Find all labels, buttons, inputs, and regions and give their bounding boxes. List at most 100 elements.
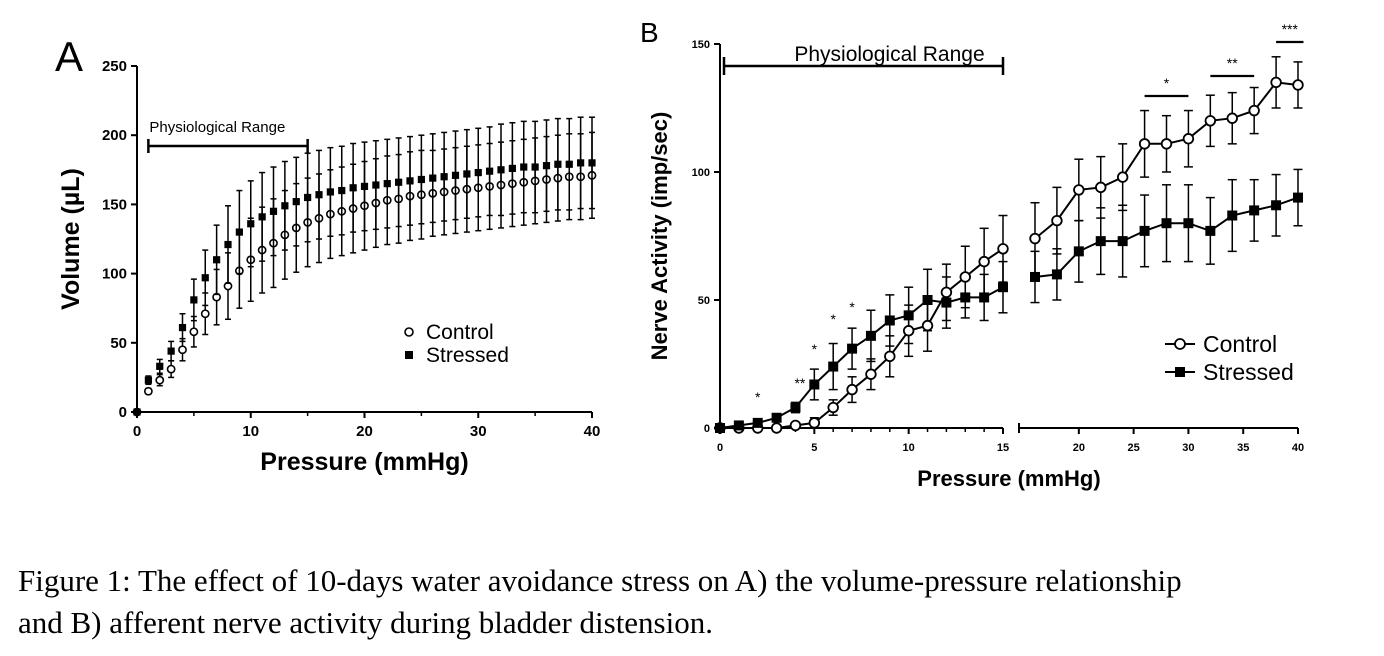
data-point-stressed-b: [733, 420, 744, 431]
data-point-stressed-a: [451, 171, 460, 179]
data-point-stressed-b: [1117, 236, 1128, 247]
significance-marker-b: **: [1227, 55, 1238, 71]
significance-marker-b: ***: [1282, 21, 1299, 37]
y-tick-label-a: 50: [110, 335, 127, 352]
data-point-control-b: [1204, 115, 1217, 127]
data-point-control-a: [143, 386, 153, 396]
data-point-stressed-b: [1073, 246, 1084, 257]
legend-label-b: Control: [1203, 331, 1277, 357]
y-tick-label-b: 150: [692, 39, 710, 51]
data-point-stressed-b: [998, 282, 1008, 293]
data-point-control-b: [1182, 133, 1195, 145]
data-point-stressed-a: [486, 167, 494, 175]
data-point-stressed-b: [903, 310, 914, 321]
y-tick-label-a: 100: [102, 266, 127, 283]
x-axis-label-b: Pressure (mmHg): [917, 466, 1100, 491]
data-point-stressed-b: [715, 423, 725, 433]
data-point-control-a: [155, 375, 165, 385]
x-axis-label-a: Pressure (mmHg): [260, 448, 468, 476]
panel-label-b: B: [640, 17, 659, 48]
data-point-control-b: [1270, 76, 1282, 89]
data-point-control-b: [1029, 232, 1041, 245]
data-point-stressed-b: [1051, 269, 1062, 280]
x-tick-label-b: 30: [1182, 442, 1194, 454]
data-point-stressed-a: [201, 274, 209, 282]
data-point-stressed-a: [190, 296, 198, 304]
x-tick-label-b: 0: [717, 442, 723, 454]
data-point-stressed-a: [372, 181, 380, 189]
legend-label-b: Stressed: [1203, 359, 1294, 385]
y-tick-label-a: 0: [119, 404, 127, 421]
data-point-control-b: [827, 401, 839, 414]
caption-line-1: Figure 1: The effect of 10-days water av…: [18, 563, 1182, 598]
data-point-stressed-a: [497, 166, 505, 174]
data-point-stressed-a: [258, 213, 266, 221]
y-axis-label-a: Volume (µL): [57, 168, 85, 310]
data-point-stressed-b: [865, 330, 876, 341]
data-point-stressed-a: [429, 174, 437, 182]
data-point-stressed-b: [922, 295, 933, 305]
data-point-control-b: [865, 368, 877, 380]
data-point-control-b: [1226, 112, 1238, 124]
data-point-control-b: [1073, 184, 1085, 196]
data-point-stressed-b: [1293, 192, 1303, 203]
data-point-stressed-a: [338, 186, 346, 195]
data-point-stressed-a: [417, 175, 425, 184]
physiological-range-label-a: Physiological Range: [149, 119, 285, 136]
data-point-control-a: [189, 327, 199, 337]
data-point-control-b: [789, 419, 802, 432]
data-point-control-b: [921, 319, 934, 332]
chart-a: 0 50 100 150 200 250 0 10 20 30 40 Pressure (mmHg) V…: [57, 58, 600, 476]
data-point-control-b: [1116, 171, 1129, 183]
data-point-control-b: [1051, 214, 1063, 227]
data-point-control-b: [884, 350, 896, 363]
caption-line-2: and B) afferent nerve activity during bl…: [18, 605, 713, 640]
data-point-stressed-a: [406, 177, 414, 185]
data-point-stressed-a: [463, 170, 471, 178]
data-point-stressed-a: [213, 256, 221, 264]
x-tick-label-b: 40: [1292, 442, 1304, 454]
data-point-stressed-b: [752, 417, 763, 428]
data-point-stressed-a: [360, 182, 369, 191]
x-tick-label-a: 20: [356, 423, 373, 440]
legend-marker-control-b: [1174, 338, 1186, 350]
data-point-stressed-b: [884, 315, 895, 326]
data-point-stressed-a: [167, 347, 175, 355]
x-tick-label-b: 35: [1237, 442, 1249, 454]
significance-marker-b: *: [755, 389, 761, 405]
panel-label-a: A: [55, 33, 83, 80]
data-point-stressed-a: [144, 376, 152, 384]
legend-label-a: Control: [426, 321, 494, 344]
data-point-control-b: [959, 271, 971, 283]
data-point-stressed-a: [178, 323, 187, 332]
data-point-control-b: [1248, 104, 1260, 117]
data-point-stressed-b: [941, 297, 952, 308]
series-line-b-control: [720, 247, 1004, 429]
data-point-stressed-b: [1227, 210, 1238, 221]
data-point-stressed-b: [828, 361, 839, 372]
y-tick-label-a: 150: [102, 196, 127, 213]
legend-label-a: Stressed: [426, 344, 509, 367]
data-point-stressed-a: [247, 220, 255, 228]
data-point-stressed-a: [554, 160, 562, 168]
y-axis-label-b: Nerve Activity (imp/sec): [647, 112, 672, 361]
x-tick-label-a: 10: [242, 423, 259, 440]
data-point-stressed-a: [395, 178, 403, 186]
data-point-stressed-a: [326, 188, 334, 196]
data-point-stressed-a: [304, 193, 312, 202]
x-tick-label-b: 25: [1128, 442, 1140, 454]
data-point-stressed-b: [790, 402, 801, 413]
x-tick-label-b: 10: [903, 442, 915, 454]
data-point-stressed-a: [531, 163, 539, 171]
data-point-stressed-b: [960, 292, 971, 303]
series-line-b-stressed: [719, 286, 1004, 429]
data-point-stressed-a: [281, 202, 289, 210]
data-point-control-b: [978, 255, 990, 268]
data-point-stressed-a: [349, 184, 357, 192]
data-point-control-b: [846, 383, 858, 396]
data-point-stressed-a: [269, 207, 278, 215]
y-tick-label-b: 100: [692, 167, 710, 179]
data-point-stressed-b: [979, 292, 990, 303]
data-point-stressed-a: [292, 198, 300, 206]
